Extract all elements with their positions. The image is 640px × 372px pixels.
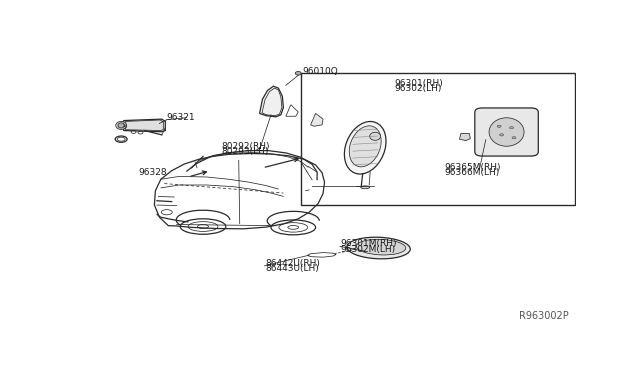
Polygon shape (460, 134, 470, 141)
Bar (301, 73, 575, 205)
Text: R963002P: R963002P (519, 311, 568, 321)
Ellipse shape (347, 237, 410, 259)
Text: 80293(LH): 80293(LH) (221, 147, 269, 156)
Text: 96365M(RH): 96365M(RH) (445, 163, 501, 172)
Text: 96302M(LH): 96302M(LH) (340, 245, 396, 254)
Ellipse shape (295, 71, 301, 75)
Ellipse shape (497, 125, 501, 128)
Ellipse shape (512, 137, 516, 139)
Polygon shape (125, 120, 163, 131)
FancyBboxPatch shape (475, 108, 538, 156)
Ellipse shape (500, 134, 504, 136)
Text: 96366M(LH): 96366M(LH) (445, 168, 500, 177)
Ellipse shape (356, 239, 406, 255)
Ellipse shape (349, 126, 381, 167)
Text: 96010Q: 96010Q (302, 67, 338, 76)
Ellipse shape (344, 122, 386, 174)
Ellipse shape (118, 123, 124, 128)
Text: 96301M(RH): 96301M(RH) (340, 239, 397, 248)
Polygon shape (260, 86, 284, 117)
Text: 96301(RH): 96301(RH) (394, 78, 443, 87)
Ellipse shape (489, 118, 524, 146)
Text: 96302(LH): 96302(LH) (394, 84, 442, 93)
Text: 96321: 96321 (167, 113, 195, 122)
Polygon shape (124, 119, 165, 132)
Text: 86443U(LH): 86443U(LH) (265, 264, 319, 273)
Text: 80292(RH): 80292(RH) (221, 142, 270, 151)
Ellipse shape (370, 132, 381, 140)
Text: 86442U(RH): 86442U(RH) (265, 259, 320, 268)
Polygon shape (310, 113, 323, 126)
Ellipse shape (116, 121, 127, 129)
Text: 96328: 96328 (138, 168, 167, 177)
Ellipse shape (361, 186, 370, 189)
Ellipse shape (509, 126, 513, 129)
